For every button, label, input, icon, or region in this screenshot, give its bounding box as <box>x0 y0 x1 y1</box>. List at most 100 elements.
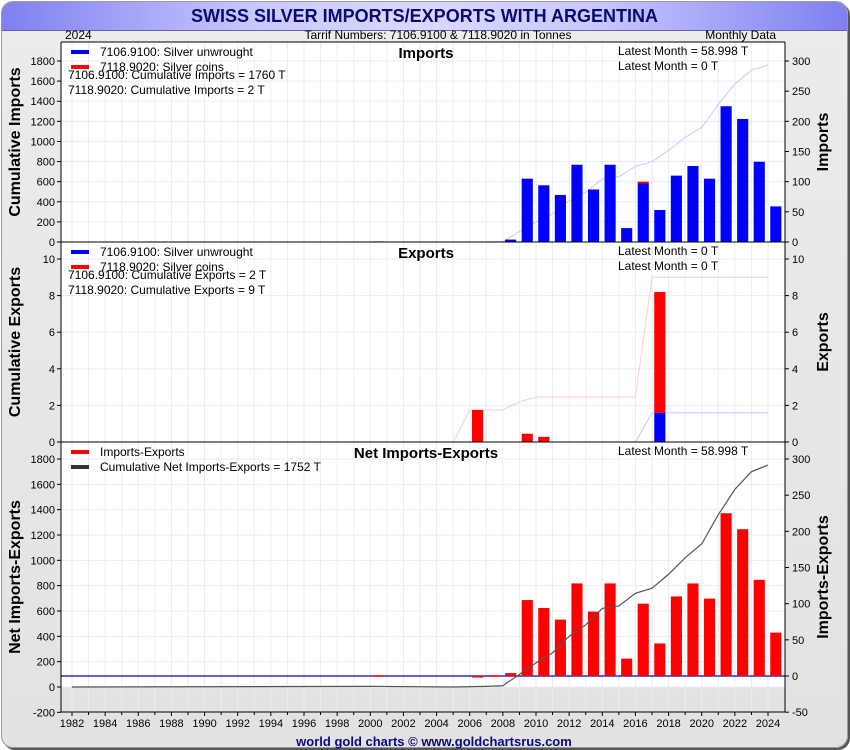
latest-month-label: Latest Month = 0 T <box>618 259 719 273</box>
net-bar-2023 <box>753 579 765 676</box>
bar-2008-unwrought <box>505 239 517 242</box>
left-axis-title: Cumulative Imports <box>7 67 24 216</box>
right-tick-label: 50 <box>792 207 804 219</box>
x-tick-label: 1982 <box>60 718 84 730</box>
x-tick-label: 2000 <box>358 718 382 730</box>
bar-2017-unwrought <box>654 210 666 242</box>
left-tick-label: 800 <box>37 581 55 593</box>
plot-background <box>61 42 785 687</box>
x-tick-label: 1988 <box>159 718 183 730</box>
net-bar-2013 <box>587 611 600 676</box>
left-tick-label: 8 <box>49 291 55 303</box>
left-tick-label: 1200 <box>31 116 55 128</box>
latest-month-label: Latest Month = 58.998 T <box>618 44 749 58</box>
chart-marks <box>61 64 785 688</box>
net-bar-2000 <box>372 675 384 677</box>
right-tick-label: 50 <box>792 635 804 647</box>
right-tick-label: 200 <box>792 116 810 128</box>
cumulative-unwrought-line <box>634 412 768 443</box>
left-tick-label: -200 <box>33 707 55 719</box>
bar-2023-unwrought <box>753 161 765 242</box>
x-tick-label: 2004 <box>424 718 448 730</box>
left-tick-label: 1000 <box>31 136 55 148</box>
right-tick-label: 0 <box>792 237 798 249</box>
left-tick-label: 0 <box>49 437 55 449</box>
right-tick-label: 300 <box>792 454 810 466</box>
title-bar: SWISS SILVER IMPORTS/EXPORTS WITH ARGENT… <box>2 2 847 31</box>
cumulative-note: 7106.9100: Cumulative Imports = 1760 T <box>68 68 286 82</box>
bar-2016-unwrought <box>637 183 649 242</box>
left-tick-label: 6 <box>49 327 55 339</box>
right-axis-title: Imports-Exports <box>815 515 832 639</box>
left-tick-label: 1600 <box>31 76 55 88</box>
net-bar-2019 <box>687 583 699 676</box>
net-bar-2024 <box>770 632 782 676</box>
bar-2021-unwrought <box>720 106 732 242</box>
net-bar-2021 <box>720 513 732 676</box>
left-tick-label: 1200 <box>31 530 55 542</box>
net-bar-2012 <box>571 583 583 676</box>
net-bar-2011 <box>554 619 566 676</box>
right-axis-title: Imports <box>815 113 832 172</box>
bar-2010-coins <box>538 436 550 442</box>
x-tick-label: 2016 <box>623 718 647 730</box>
left-tick-label: 10 <box>43 254 55 266</box>
bar-2012-unwrought <box>571 164 583 242</box>
x-tick-label: 1986 <box>126 718 150 730</box>
left-tick-label: 0 <box>49 682 55 694</box>
x-tick-label: 2006 <box>457 718 481 730</box>
right-tick-label: 250 <box>792 86 810 98</box>
x-tick-label: 2010 <box>524 718 548 730</box>
bar-2016-coins <box>637 181 649 184</box>
net-bar-2016 <box>637 603 649 676</box>
left-axis-title: Net Imports-Exports <box>7 500 24 654</box>
right-tick-label: 150 <box>792 563 810 575</box>
right-tick-label: 250 <box>792 490 810 502</box>
left-tick-label: 1800 <box>31 454 55 466</box>
right-tick-label: 8 <box>792 291 798 303</box>
left-tick-label: 800 <box>37 157 55 169</box>
left-tick-label: 600 <box>37 606 55 618</box>
bar-2017-coins <box>654 291 666 413</box>
right-tick-label: 100 <box>792 599 810 611</box>
right-tick-label: 200 <box>792 526 810 538</box>
bar-2014-unwrought <box>604 164 616 242</box>
legend-swatch <box>71 465 89 469</box>
legend-swatch <box>71 250 89 254</box>
latest-month-label: Latest Month = 58.998 T <box>618 444 749 458</box>
left-tick-label: 1000 <box>31 555 55 567</box>
legend-swatch <box>71 50 89 54</box>
cumulative-net-line <box>71 464 769 688</box>
chart-title: SWISS SILVER IMPORTS/EXPORTS WITH ARGENT… <box>190 6 659 26</box>
right-tick-label: 4 <box>792 364 798 376</box>
subtitle: Tarrif Numbers: 7106.9100 & 7118.9020 in… <box>304 28 571 42</box>
x-tick-label: 2008 <box>491 718 515 730</box>
legend-label: 7106.9100: Silver unwrought <box>100 245 253 259</box>
legend-label: 7118.9020: Silver coins <box>100 260 224 274</box>
left-tick-label: 600 <box>37 177 55 189</box>
right-tick-label: 0 <box>792 671 798 683</box>
latest-month-label: Latest Month = 0 T <box>618 244 719 258</box>
legend-swatch <box>71 65 89 69</box>
cumulative-note: 7118.9020: Cumulative Exports = 9 T <box>68 283 266 297</box>
bar-2013-unwrought <box>587 189 600 242</box>
left-tick-label: 2 <box>49 400 55 412</box>
legend-label: 7106.9100: Silver unwrought <box>100 45 253 59</box>
cumulative-note: 7106.9100: Cumulative Exports = 2 T <box>68 268 267 282</box>
right-tick-label: 10 <box>792 254 804 266</box>
cumulative-note: 7118.9020: Cumulative Imports = 2 T <box>68 83 265 97</box>
left-tick-label: 400 <box>37 631 55 643</box>
right-tick-label: 6 <box>792 327 798 339</box>
legend-label: Imports-Exports <box>100 445 185 459</box>
net-bar-2006 <box>471 676 484 678</box>
net-bar-2008 <box>505 673 517 676</box>
net-bar-2018 <box>670 596 682 676</box>
left-tick-label: 200 <box>37 217 55 229</box>
bar-2019-unwrought <box>687 165 699 242</box>
left-tick-label: 400 <box>37 197 55 209</box>
net-bar-2015 <box>621 658 633 676</box>
x-tick-label: 2012 <box>557 718 581 730</box>
x-tick-label: 1996 <box>292 718 316 730</box>
year-label: 2024 <box>65 28 92 42</box>
